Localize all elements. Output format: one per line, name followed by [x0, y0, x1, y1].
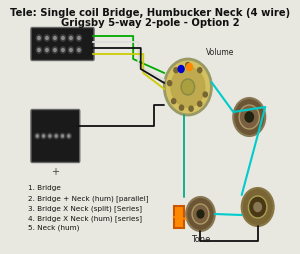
Circle shape — [186, 63, 190, 68]
Circle shape — [54, 37, 56, 40]
Circle shape — [52, 47, 58, 54]
Circle shape — [36, 47, 42, 54]
Circle shape — [44, 36, 50, 42]
Circle shape — [198, 102, 202, 107]
Circle shape — [178, 66, 184, 73]
Circle shape — [248, 196, 267, 218]
Circle shape — [68, 47, 74, 54]
Circle shape — [43, 135, 45, 138]
Circle shape — [35, 134, 40, 139]
Circle shape — [60, 36, 66, 42]
Circle shape — [192, 204, 209, 224]
Circle shape — [62, 37, 64, 40]
Circle shape — [181, 80, 195, 96]
Circle shape — [242, 188, 274, 226]
Circle shape — [189, 107, 193, 112]
Circle shape — [68, 135, 70, 138]
Circle shape — [198, 68, 202, 73]
Circle shape — [38, 37, 40, 40]
Circle shape — [47, 134, 52, 139]
Circle shape — [38, 49, 40, 52]
Circle shape — [36, 135, 38, 138]
Text: 5. Neck (hum): 5. Neck (hum) — [28, 224, 80, 231]
Circle shape — [52, 36, 58, 42]
Text: Volume: Volume — [206, 47, 235, 56]
Circle shape — [62, 49, 64, 52]
Circle shape — [245, 113, 254, 122]
FancyBboxPatch shape — [31, 110, 80, 163]
Circle shape — [55, 135, 57, 138]
Text: 4. Bridge X Neck (hum) [series]: 4. Bridge X Neck (hum) [series] — [28, 214, 142, 221]
Circle shape — [239, 106, 260, 130]
Circle shape — [164, 60, 211, 116]
Text: Tone: Tone — [191, 234, 210, 243]
Circle shape — [179, 106, 184, 111]
Circle shape — [76, 36, 82, 42]
Circle shape — [60, 134, 65, 139]
Circle shape — [61, 135, 64, 138]
Circle shape — [172, 99, 176, 104]
Circle shape — [174, 68, 178, 73]
Text: Tele: Single coil Bridge, Humbucker Neck (4 wire): Tele: Single coil Bridge, Humbucker Neck… — [10, 8, 290, 18]
Circle shape — [233, 99, 265, 136]
Text: 3. Bridge X Neck (split) [Series]: 3. Bridge X Neck (split) [Series] — [28, 204, 142, 211]
Circle shape — [78, 37, 80, 40]
Circle shape — [36, 36, 42, 42]
Circle shape — [46, 49, 48, 52]
Text: +: + — [51, 166, 59, 176]
Bar — [174, 206, 184, 228]
Circle shape — [70, 49, 72, 52]
Text: 1. Bridge: 1. Bridge — [28, 184, 61, 190]
Text: Grigsby 5-way 2-pole - Option 2: Grigsby 5-way 2-pole - Option 2 — [61, 18, 239, 28]
Text: 2. Bridge + Neck (hum) [parallel]: 2. Bridge + Neck (hum) [parallel] — [28, 194, 148, 201]
Circle shape — [60, 47, 66, 54]
Circle shape — [68, 36, 74, 42]
Circle shape — [54, 134, 58, 139]
Circle shape — [44, 47, 50, 54]
Circle shape — [78, 49, 80, 52]
FancyBboxPatch shape — [31, 28, 94, 61]
Circle shape — [186, 197, 215, 231]
Circle shape — [70, 37, 72, 40]
Circle shape — [171, 68, 205, 108]
Circle shape — [46, 37, 48, 40]
Circle shape — [76, 47, 82, 54]
Circle shape — [203, 93, 207, 98]
Circle shape — [49, 135, 51, 138]
Circle shape — [167, 81, 172, 86]
Circle shape — [41, 134, 46, 139]
Circle shape — [254, 203, 262, 212]
Circle shape — [197, 210, 204, 218]
Circle shape — [54, 49, 56, 52]
Circle shape — [67, 134, 71, 139]
Circle shape — [187, 64, 193, 71]
